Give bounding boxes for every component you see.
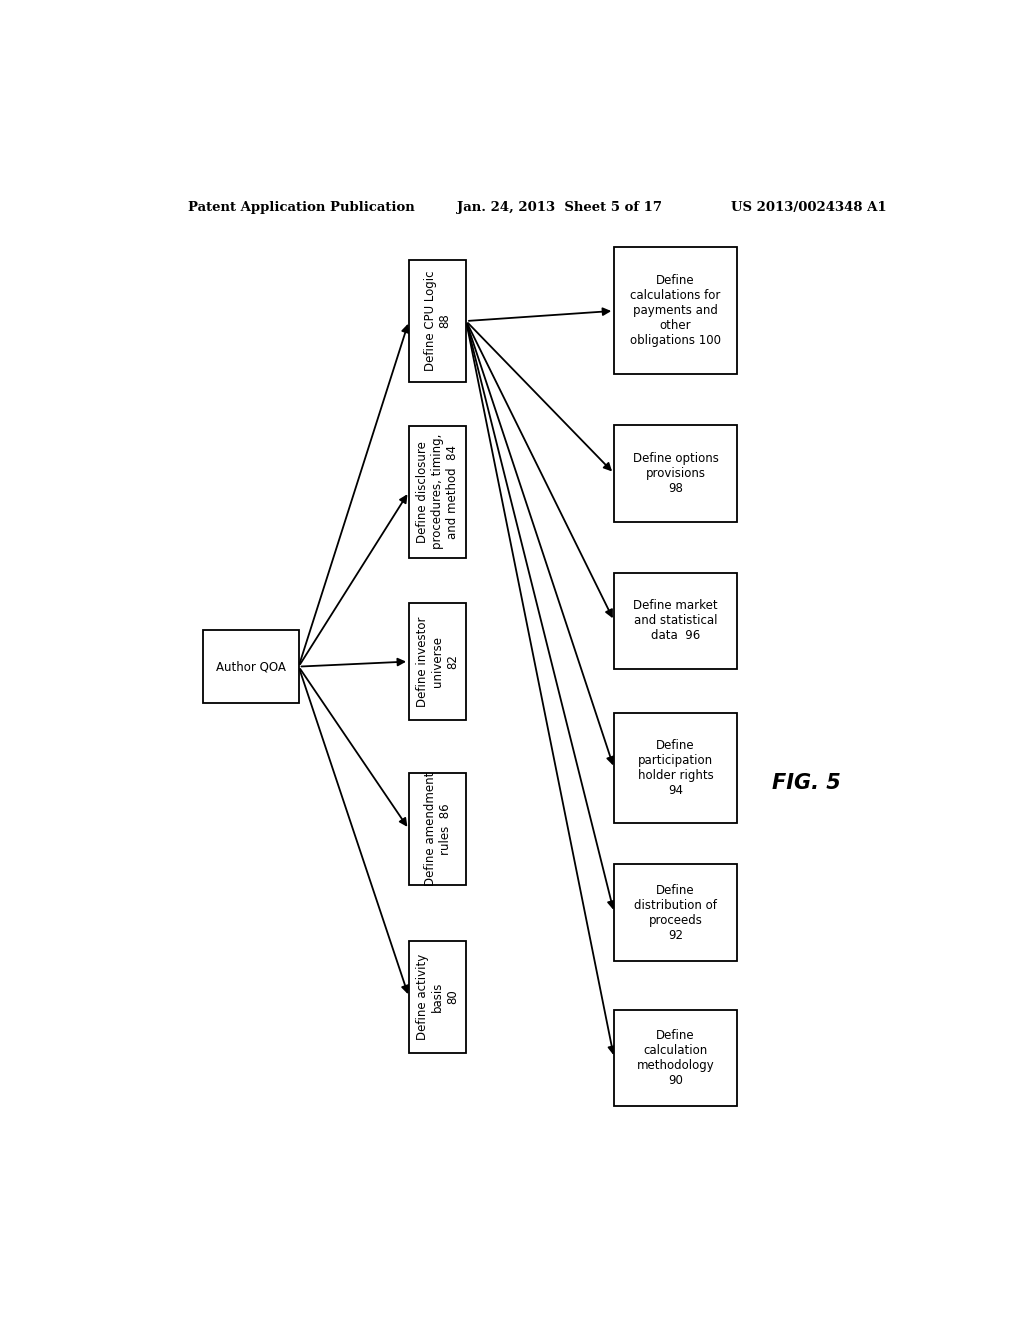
Text: Define investor
universe
82: Define investor universe 82	[416, 616, 459, 706]
Text: Define market
and statistical
data  96: Define market and statistical data 96	[633, 599, 718, 643]
Bar	[614, 865, 737, 961]
Text: Define activity
basis
80: Define activity basis 80	[416, 954, 459, 1040]
Text: Jan. 24, 2013  Sheet 5 of 17: Jan. 24, 2013 Sheet 5 of 17	[458, 201, 663, 214]
Bar	[409, 603, 466, 719]
Text: Define amendment
rules  86: Define amendment rules 86	[424, 772, 452, 887]
Bar	[614, 573, 737, 669]
Bar	[614, 713, 737, 824]
Text: Patent Application Publication: Patent Application Publication	[187, 201, 415, 214]
Bar	[409, 260, 466, 381]
Text: Define
calculation
methodology
90: Define calculation methodology 90	[637, 1028, 715, 1086]
Bar	[614, 425, 737, 521]
Text: US 2013/0024348 A1: US 2013/0024348 A1	[731, 201, 887, 214]
Text: Define
participation
holder rights
94: Define participation holder rights 94	[638, 739, 714, 797]
Text: Author QOA: Author QOA	[216, 660, 286, 673]
Text: FIG. 5: FIG. 5	[772, 774, 841, 793]
Bar	[409, 941, 466, 1053]
Bar	[409, 774, 466, 886]
Bar	[409, 426, 466, 558]
Bar	[614, 247, 737, 375]
Text: Define
calculations for
payments and
other
obligations 100: Define calculations for payments and oth…	[630, 275, 721, 347]
Bar	[614, 1010, 737, 1106]
Text: Define CPU Logic
88: Define CPU Logic 88	[424, 271, 452, 371]
Text: Define disclosure
procedures, timing,
and method  84: Define disclosure procedures, timing, an…	[416, 434, 459, 549]
Text: Define
distribution of
proceeds
92: Define distribution of proceeds 92	[634, 883, 717, 941]
Text: Define options
provisions
98: Define options provisions 98	[633, 451, 719, 495]
Bar	[204, 630, 299, 704]
